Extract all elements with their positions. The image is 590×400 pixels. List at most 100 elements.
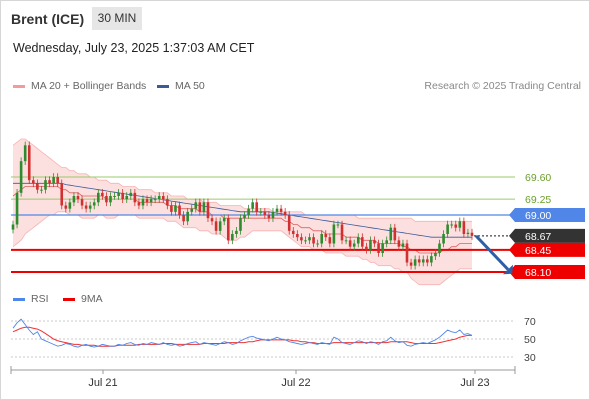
candle-body — [101, 192, 104, 196]
candle-body — [385, 240, 388, 244]
candle-body — [340, 224, 344, 241]
candle-body — [15, 192, 19, 225]
candle-body — [206, 202, 210, 219]
level-label-box-support — [509, 265, 585, 279]
candle-body — [279, 208, 283, 212]
level-label-68-45: 68.45 — [525, 245, 551, 257]
candle-body — [11, 224, 15, 230]
candle-body — [413, 259, 417, 266]
candle-body — [421, 259, 425, 263]
candle-body — [133, 192, 137, 203]
candle-body — [76, 196, 80, 200]
candle-body — [178, 205, 181, 215]
level-label-box-pivot — [509, 208, 585, 222]
rsi-legend-label: RSI — [31, 293, 49, 305]
candle-body — [458, 221, 462, 228]
legend-rsi-ma: 9MA — [63, 293, 103, 305]
candle-body — [36, 183, 39, 190]
rsi-line — [12, 318, 473, 348]
x-tick-label: Jul 23 — [460, 377, 489, 389]
candle-body — [149, 199, 153, 203]
candle-body — [356, 237, 360, 244]
candle-body — [113, 196, 116, 197]
rsi-tick-30: 30 — [524, 352, 536, 364]
candle-body — [438, 243, 441, 253]
candle-body — [369, 240, 372, 250]
candle-body — [186, 211, 189, 222]
candle-body — [92, 202, 96, 206]
candle-body — [170, 205, 173, 212]
candle-body — [40, 189, 43, 191]
candle-body — [324, 234, 328, 238]
candle-body — [52, 177, 55, 184]
bollinger-swatch — [13, 84, 25, 88]
forecast-arrow-head — [502, 264, 514, 275]
candle-body — [316, 243, 319, 245]
instrument-title: Brent (ICE) — [11, 11, 85, 27]
legend-bollinger: MA 20 + Bollinger Bands — [13, 80, 146, 92]
candle-body — [64, 205, 68, 209]
candle-body — [231, 234, 234, 241]
candle-body — [129, 192, 133, 196]
candle-body — [84, 205, 88, 209]
candle-body — [405, 243, 409, 263]
candle-body — [198, 202, 202, 212]
candle-body — [328, 237, 332, 244]
rsi-tick-50: 50 — [524, 334, 536, 346]
candle-body — [182, 215, 185, 222]
candle-body — [80, 199, 84, 206]
candle-body — [336, 224, 340, 226]
candle-body — [409, 262, 413, 266]
timeframe-button[interactable]: 30 MIN — [92, 7, 142, 30]
candle-body — [470, 232, 474, 236]
candle-body — [344, 240, 348, 242]
forecast-arrow-line — [474, 234, 510, 271]
candle-body — [235, 230, 238, 234]
candle-body — [105, 196, 108, 203]
candle-body — [446, 224, 449, 234]
candle-body — [19, 161, 23, 193]
candle-body — [32, 180, 35, 184]
candle-body — [125, 196, 129, 200]
candle-body — [304, 240, 307, 242]
legend-ma50: MA 50 — [157, 80, 205, 92]
candle-body — [27, 145, 31, 181]
candle-body — [251, 202, 254, 209]
candle-body — [137, 202, 141, 206]
rsi-ma-swatch — [63, 297, 75, 301]
candle-body — [291, 230, 295, 234]
candle-body — [255, 202, 259, 212]
candle-body — [417, 259, 421, 263]
candle-body — [389, 227, 393, 241]
candle-body — [218, 221, 222, 231]
candle-body — [121, 192, 124, 200]
candle-body — [296, 234, 299, 238]
candle-body — [161, 196, 165, 200]
rsi-tick-70: 70 — [524, 316, 536, 328]
candle-body — [283, 211, 287, 215]
candle-body — [401, 243, 405, 247]
candle-body — [426, 259, 429, 263]
candle-body — [259, 211, 263, 213]
candle-body — [332, 224, 336, 244]
candle-body — [117, 192, 120, 196]
rsi-ma-line — [12, 326, 472, 347]
candle-body — [153, 199, 157, 201]
candle-body — [239, 218, 242, 231]
candle-body — [263, 211, 267, 215]
candle-body — [287, 215, 291, 231]
level-label-69-25: 69.25 — [525, 194, 551, 206]
candle-body — [222, 218, 226, 222]
candle-body — [267, 215, 271, 219]
candle-body — [109, 196, 112, 203]
candle-body — [247, 208, 250, 215]
candle-body — [454, 224, 458, 228]
level-label-box-current — [509, 228, 585, 243]
candle-body — [157, 196, 161, 200]
datetime-label: Wednesday, July 23, 2025 1:37:03 AM CET — [13, 41, 255, 55]
candle-body — [48, 180, 51, 184]
rsi-ma-legend-label: 9MA — [81, 293, 103, 305]
candle-body — [226, 218, 230, 241]
candle-body — [166, 199, 169, 206]
